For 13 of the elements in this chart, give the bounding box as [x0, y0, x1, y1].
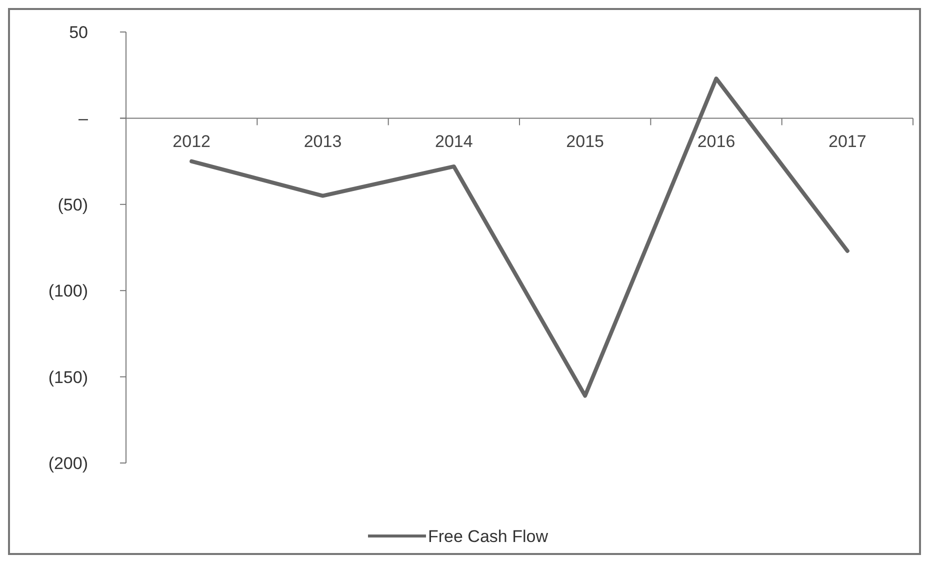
legend-label: Free Cash Flow	[428, 526, 549, 546]
x-tick-label: 2014	[435, 132, 473, 152]
y-tick-label: (150)	[48, 368, 88, 387]
x-tick-label: 2013	[304, 132, 342, 152]
y-tick-label: –	[78, 109, 89, 128]
y-tick-label: (50)	[58, 195, 88, 214]
x-tick-label: 2012	[172, 132, 210, 152]
y-tick-label: 50	[69, 22, 88, 42]
y-tick-label: (100)	[48, 282, 88, 301]
x-tick-label: 2017	[828, 132, 866, 152]
y-tick-label: (200)	[48, 454, 88, 473]
x-tick-label: 2016	[697, 132, 736, 152]
x-tick-label: 2015	[566, 132, 604, 152]
